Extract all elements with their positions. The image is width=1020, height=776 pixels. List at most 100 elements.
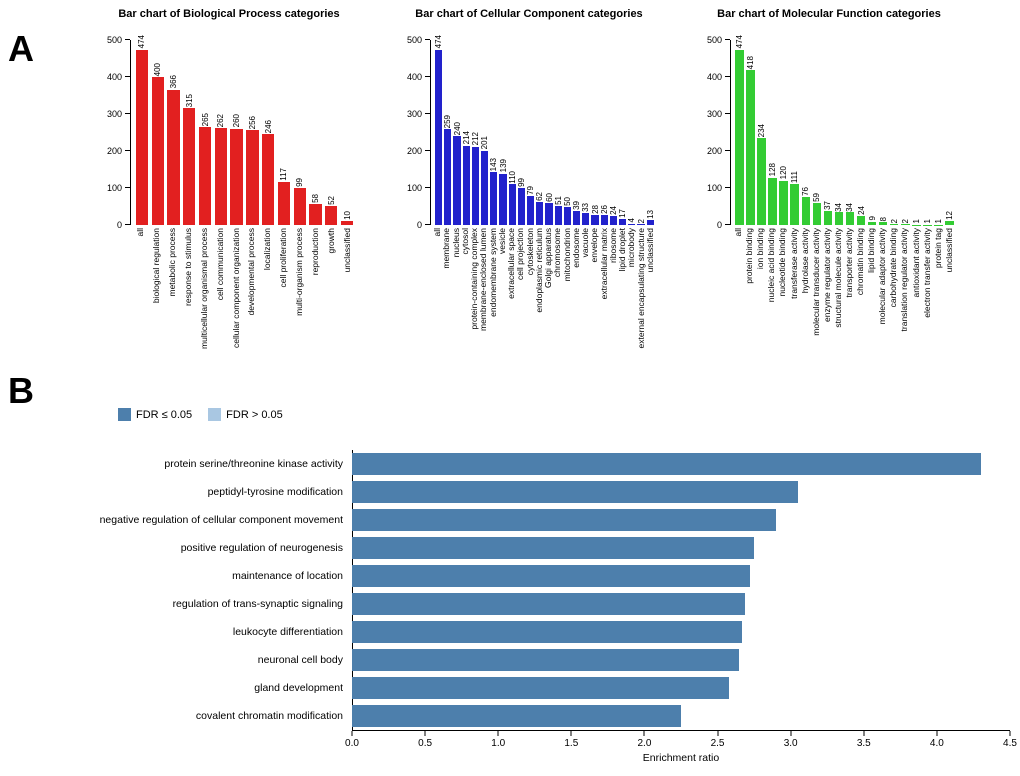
bar-column: 110 <box>508 40 517 225</box>
bar-column: 234 <box>756 40 767 225</box>
x-tick-mark <box>863 731 865 736</box>
bar-value-label: 1 <box>922 219 932 224</box>
bar-value-label: 37 <box>823 201 833 211</box>
category-label: covalent chromatin modification <box>195 710 343 722</box>
legend-item: FDR > 0.05 <box>208 408 283 421</box>
bar-column: 474 <box>134 35 150 225</box>
bar <box>352 593 746 615</box>
bar-value-label: 58 <box>310 193 320 203</box>
x-category-label: transferase activity <box>788 225 799 383</box>
bar-column: 79 <box>526 40 535 225</box>
bar <box>945 220 954 225</box>
bar-column: 128 <box>767 40 778 225</box>
bar-column: 474 <box>434 35 443 225</box>
chart-body: 0 100 200 300 400 500 474 259 240 214 212 201 143 139… <box>400 35 658 230</box>
x-category-label-text: unclassified <box>943 228 954 273</box>
bar-value-label: 2 <box>636 218 646 224</box>
bar-track <box>352 593 1010 615</box>
bar-column: 246 <box>260 40 276 225</box>
bar-value-label: 24 <box>608 206 618 216</box>
bar <box>768 177 777 225</box>
y-tick-mark <box>425 150 430 151</box>
bar-value-label: 256 <box>247 115 257 130</box>
x-category-label: nucleotide binding <box>777 225 788 383</box>
bar-row: regulation of trans-synaptic signaling <box>90 590 1010 618</box>
x-category-label-text: antioxidant activity <box>910 228 921 298</box>
y-tick-label: 100 <box>106 183 122 193</box>
x-category-label-text: chromatin binding <box>855 228 866 296</box>
y-axis: 0 100 200 300 400 500 <box>400 35 430 230</box>
bar-column: 17 <box>618 40 627 225</box>
y-tick-mark <box>125 113 130 114</box>
x-category-label-text: localization <box>262 228 273 271</box>
bar-value-label: 400 <box>153 62 163 76</box>
bar <box>573 210 581 225</box>
y-tick-mark <box>125 187 130 188</box>
bar-column: 24 <box>609 40 618 225</box>
bar <box>790 183 800 225</box>
x-category-label-text: ion binding <box>755 228 766 270</box>
x-tick-mark <box>424 731 426 736</box>
bar-column: 39 <box>572 40 581 225</box>
bar-value-label: 265 <box>200 112 210 126</box>
bar <box>591 214 599 225</box>
x-category-label-text: cellular component organization <box>230 228 241 349</box>
bar-column: 2 <box>900 40 911 225</box>
bar <box>352 453 981 475</box>
x-tick-mark <box>570 731 572 736</box>
bar <box>352 649 740 671</box>
bar <box>637 224 645 225</box>
bar-value-label: 4 <box>627 218 637 223</box>
y-tick-label: 0 <box>716 220 722 230</box>
bar <box>856 216 866 225</box>
x-category-label-text: molecular adaptor activity <box>877 228 888 325</box>
bar <box>230 128 243 225</box>
y-tick-mark <box>725 113 730 114</box>
bar-column: 265 <box>197 40 213 225</box>
bar-value-label: 212 <box>470 132 480 146</box>
legend-label: FDR > 0.05 <box>226 408 283 421</box>
bar-column: 60 <box>544 40 554 225</box>
bar <box>352 705 681 727</box>
bar <box>167 89 180 225</box>
bar <box>444 129 452 225</box>
bar <box>261 133 275 225</box>
x-category-label: cell proliferation <box>276 225 292 383</box>
bar-row: positive regulation of neurogenesis <box>90 534 1010 562</box>
bar <box>340 221 354 225</box>
category-label: gland development <box>254 682 343 694</box>
bar-track <box>352 621 1010 643</box>
x-category-label-text: molecular transducer activity <box>810 228 821 336</box>
y-tick-label: 300 <box>706 109 722 119</box>
category-label: protein serine/threonine kinase activity <box>164 458 343 470</box>
x-category-label-text: all <box>135 228 146 237</box>
x-tick-mark <box>936 731 938 736</box>
x-tick-label: 0.0 <box>345 738 359 749</box>
bar-column: 418 <box>745 40 756 225</box>
bar-value-label: 259 <box>443 114 453 129</box>
y-tick-label: 200 <box>706 146 722 156</box>
y-tick-mark <box>725 150 730 151</box>
category-label: maintenance of location <box>232 570 343 582</box>
x-category-label: cellular component organization <box>228 225 244 383</box>
bar-value-label: 260 <box>232 114 242 128</box>
x-tick-label: 1.5 <box>564 738 579 749</box>
panel-a-label: A <box>8 28 34 69</box>
bar <box>801 196 811 225</box>
bar-value-label: 201 <box>480 136 490 150</box>
x-axis-title-row: Enrichment ratio <box>90 751 1010 764</box>
chart-title: Bar chart of Molecular Function categori… <box>717 8 941 20</box>
y-tick-label: 0 <box>416 220 422 230</box>
bar-value-label: 34 <box>845 202 855 212</box>
bar-column: 117 <box>276 40 292 225</box>
bar-value-label: 262 <box>216 113 226 128</box>
x-tick-label: 1.0 <box>491 738 506 749</box>
x-tick-label: 4.5 <box>1003 738 1017 749</box>
bar <box>823 211 833 225</box>
bar-column: 400 <box>150 40 166 225</box>
bar <box>878 222 888 225</box>
x-tick-label: 4.0 <box>929 738 944 749</box>
bar-column: 26 <box>600 40 609 225</box>
bar <box>352 537 755 559</box>
bar <box>609 216 618 225</box>
